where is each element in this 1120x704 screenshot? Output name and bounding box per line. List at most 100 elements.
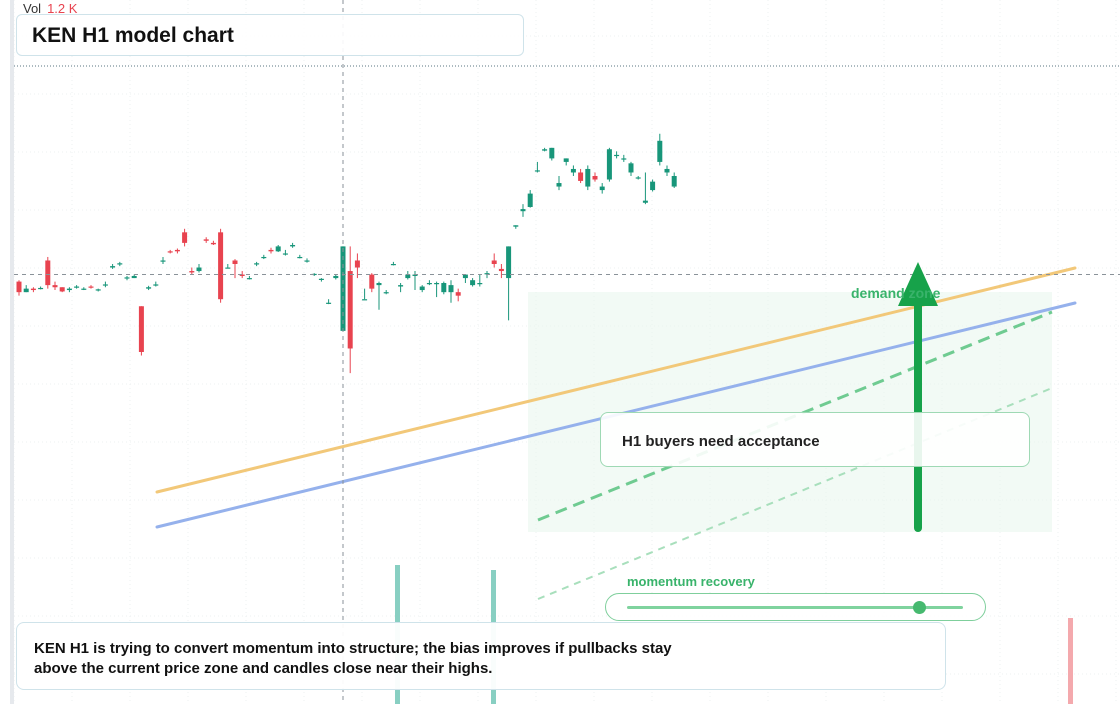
candle-body	[239, 274, 245, 276]
candle-body	[570, 168, 576, 173]
candle-body	[225, 267, 231, 269]
candle-body	[110, 266, 116, 268]
summary-box: KEN H1 is trying to convert momentum int…	[16, 622, 946, 690]
candle-body	[16, 281, 22, 293]
momentum-track	[627, 606, 963, 609]
price-scale-rail	[10, 0, 14, 704]
candle-body	[635, 177, 641, 179]
candle-body	[354, 260, 360, 268]
candle-body	[246, 278, 252, 280]
candle-body	[549, 147, 555, 159]
candle-body	[189, 271, 195, 273]
candle-body	[484, 273, 490, 275]
candle-body	[203, 239, 209, 241]
candle-body	[275, 246, 281, 252]
candle-body	[434, 283, 440, 285]
candle-body	[628, 163, 634, 173]
momentum-label: momentum recovery	[627, 574, 755, 589]
candle-body	[304, 260, 310, 262]
candle-body	[210, 242, 216, 245]
candle-body	[160, 260, 166, 262]
candle-body	[455, 292, 461, 296]
candle-body	[520, 209, 526, 212]
candle-body	[506, 246, 512, 279]
candle-body	[650, 181, 656, 191]
candle-body	[297, 256, 303, 259]
candle-body	[383, 292, 389, 294]
candle-body	[642, 200, 648, 203]
candle-body	[563, 158, 569, 162]
candle-body	[146, 287, 152, 289]
candle-body	[196, 267, 202, 272]
candle-body	[23, 288, 29, 293]
summary-text: KEN H1 is trying to convert momentum int…	[34, 640, 672, 677]
candle-body	[657, 140, 663, 162]
candle-body	[542, 149, 548, 151]
candle-body	[117, 263, 123, 265]
candle-body	[513, 225, 519, 227]
candle-body	[606, 149, 612, 180]
candle-body	[527, 193, 533, 207]
candle-body	[81, 288, 87, 290]
candle-body	[131, 275, 137, 279]
candle-body	[585, 168, 591, 187]
candle-body	[362, 299, 368, 301]
candle-body	[88, 286, 94, 288]
candle-body	[261, 256, 267, 259]
momentum-slider[interactable]	[605, 593, 986, 621]
candle-body	[218, 232, 224, 300]
candle-body	[38, 287, 44, 290]
candle-body	[124, 277, 130, 279]
candle-body	[592, 176, 598, 180]
candle-body	[426, 283, 432, 285]
demand-zone-label: demand zone	[851, 285, 941, 301]
momentum-knob[interactable]	[913, 601, 927, 614]
bullish-arrow-head	[898, 262, 938, 306]
candle-body	[599, 186, 605, 191]
candle-body	[318, 278, 324, 280]
candle-body	[326, 302, 332, 304]
candle-body	[167, 251, 173, 253]
candle-body	[477, 283, 483, 285]
volume-bar	[1068, 618, 1073, 704]
candle-body	[412, 274, 418, 276]
candle-body	[470, 280, 476, 286]
candle-body	[369, 274, 375, 289]
candle-body	[621, 158, 627, 160]
candle-body	[441, 283, 447, 293]
candle-body	[66, 288, 72, 291]
candle-body	[376, 283, 382, 286]
candle-body	[232, 260, 238, 264]
projection-line-lower	[537, 387, 1053, 600]
candle-body	[333, 275, 339, 279]
candle-body	[268, 249, 274, 252]
candle-body	[311, 273, 317, 276]
candle-body	[153, 284, 159, 286]
volume-label: Vol	[23, 1, 42, 16]
candle-body	[95, 289, 101, 291]
candle-body	[347, 271, 353, 349]
candle-body	[534, 170, 540, 172]
candle-body	[491, 260, 497, 264]
chart-title-box: KEN H1 model chart	[16, 14, 524, 56]
callout-text: H1 buyers need acceptance	[622, 433, 820, 450]
candle-body	[390, 264, 396, 266]
candle-body	[282, 253, 288, 255]
candle-body	[102, 284, 108, 286]
candle-body	[45, 260, 51, 286]
candle-body	[174, 249, 180, 252]
candle-body	[30, 288, 36, 291]
candle-body	[52, 285, 58, 288]
chart-title: KEN H1 model chart	[32, 24, 234, 47]
candle-body	[578, 172, 584, 181]
candle-body	[556, 183, 562, 187]
candle-body	[254, 263, 260, 265]
volume-value: 1.2 K	[47, 1, 78, 16]
candle-body	[664, 168, 670, 173]
candle-body	[498, 268, 504, 272]
candle-body	[59, 287, 65, 292]
candle-body	[290, 244, 296, 247]
candle-body	[138, 306, 144, 352]
candle-body	[74, 286, 80, 288]
